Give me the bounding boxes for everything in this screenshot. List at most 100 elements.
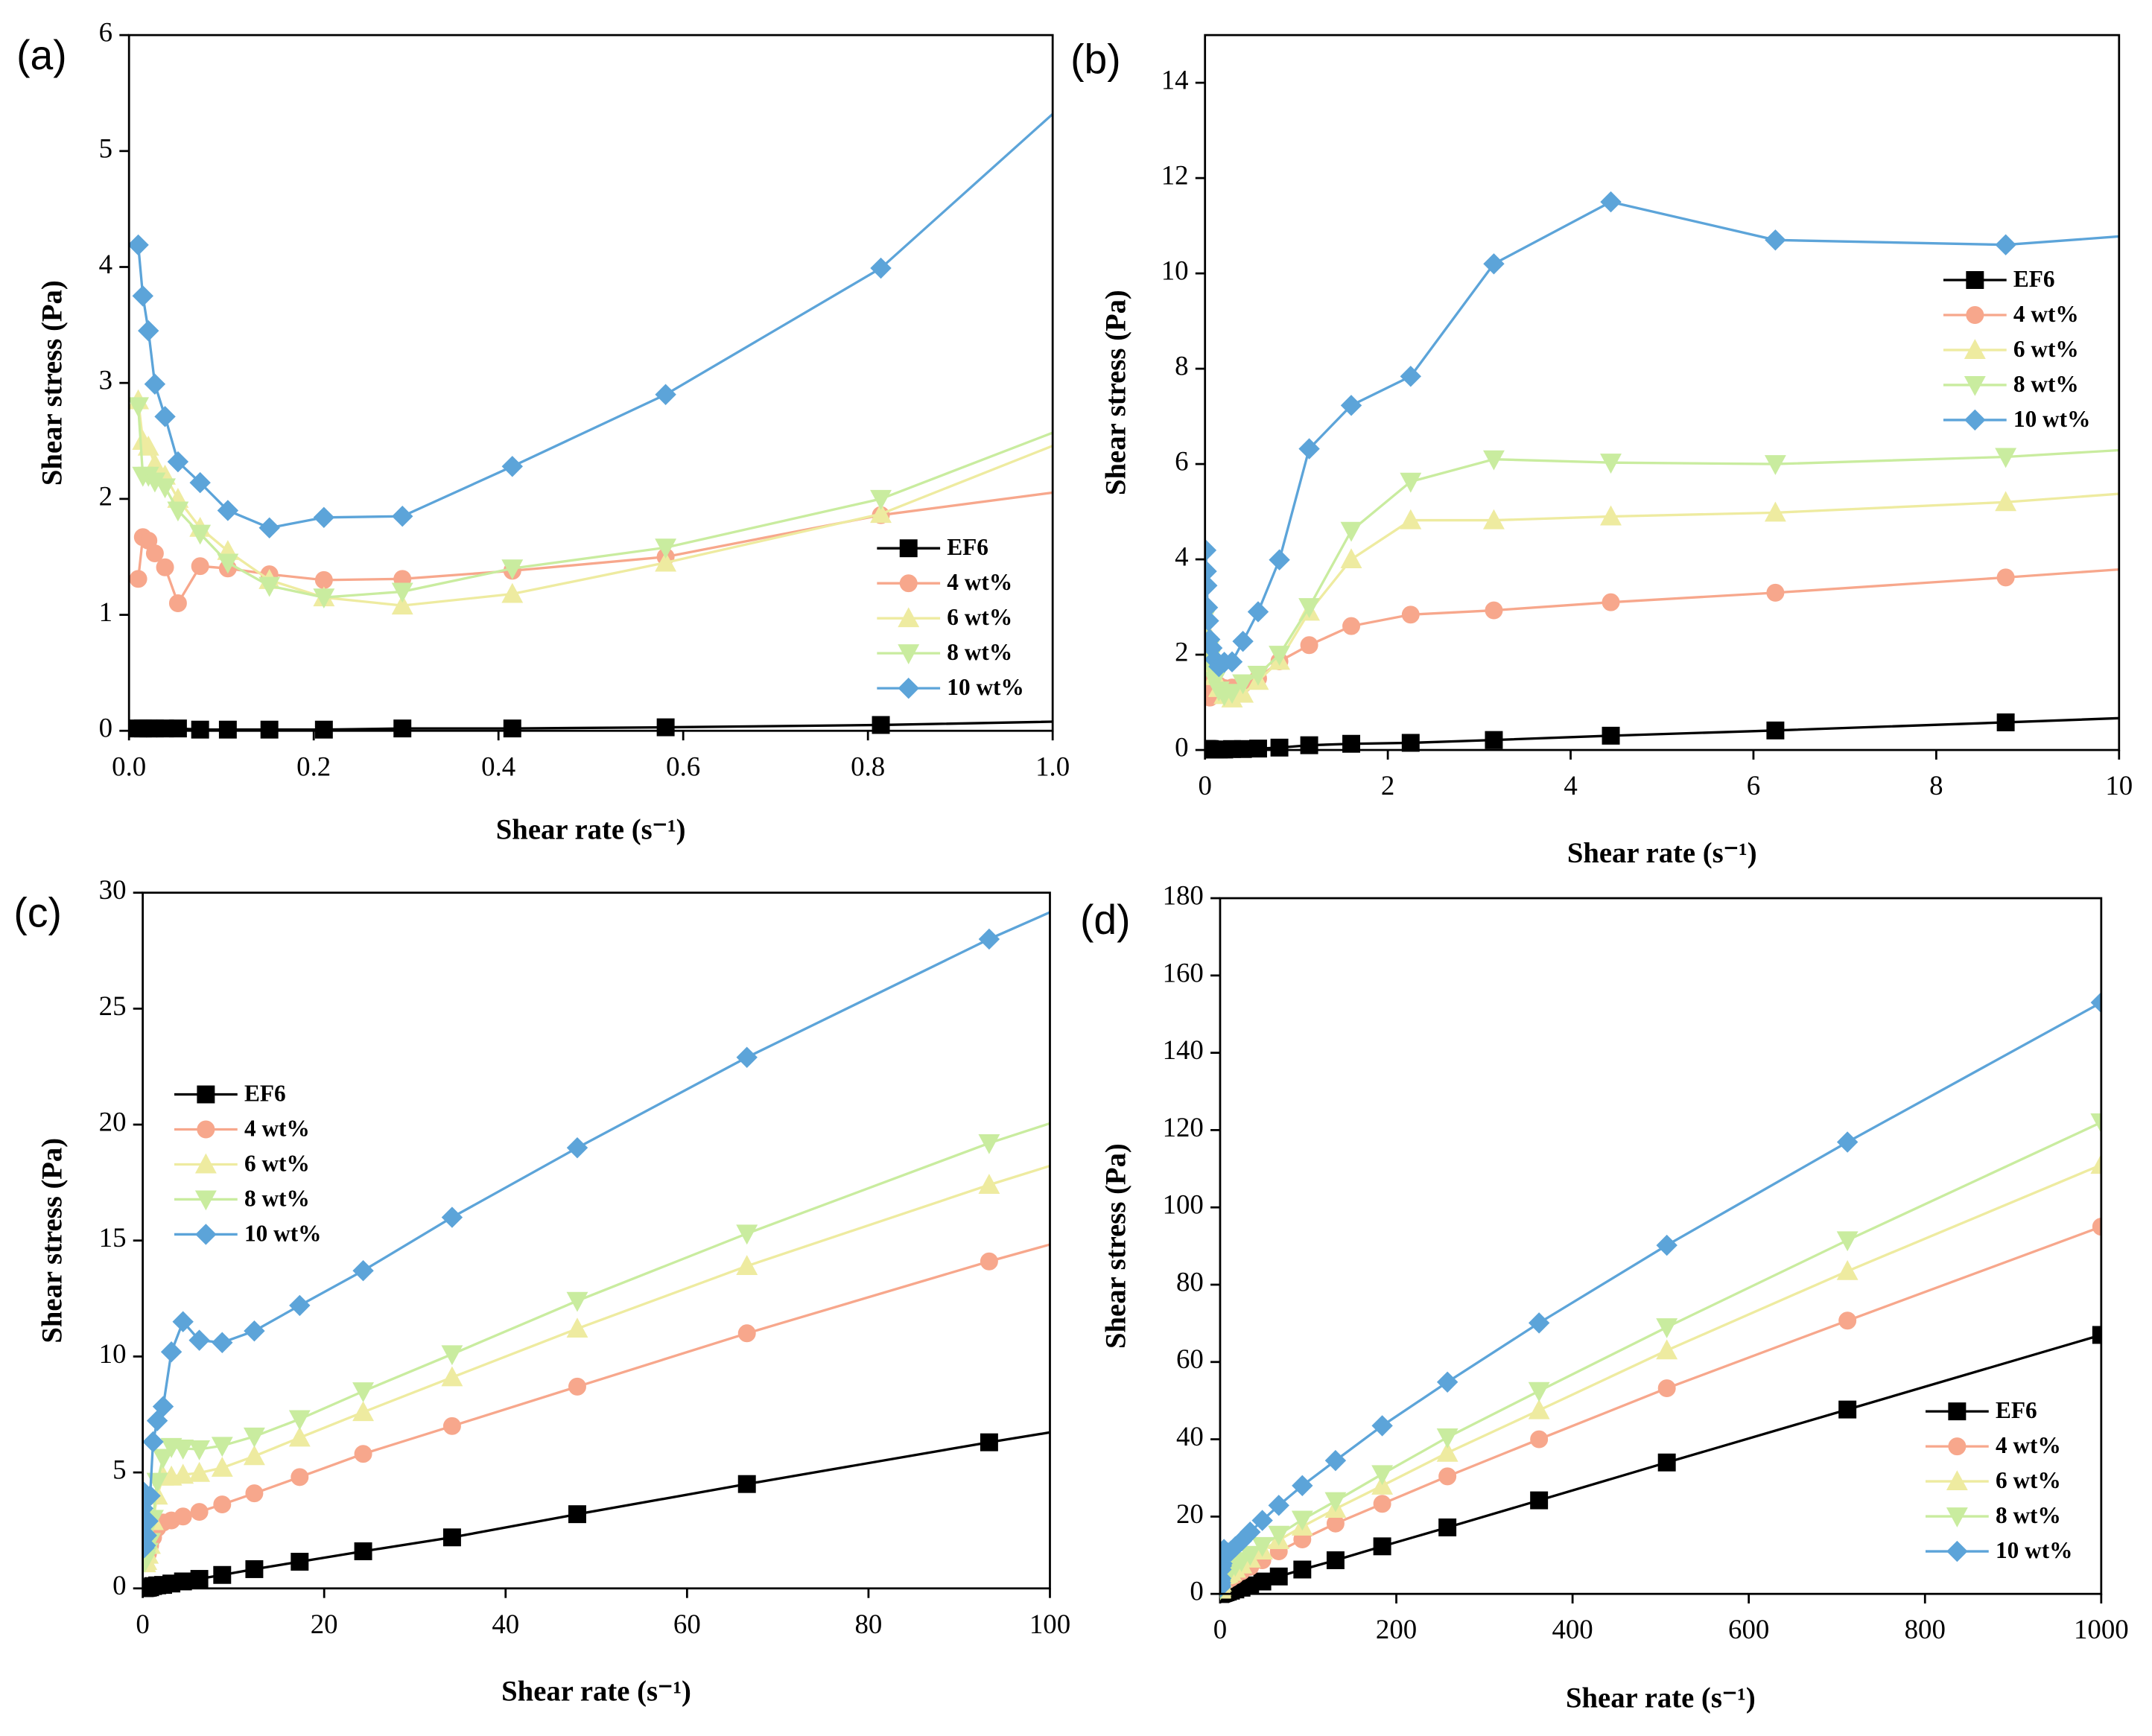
x-tick-label: 80 (855, 1609, 883, 1639)
data-point (503, 719, 521, 738)
y-axis-label: Shear stress (Pa) (37, 1138, 69, 1344)
x-tick-label: 0.6 (666, 751, 700, 781)
data-point (1400, 509, 1422, 530)
data-point (1600, 505, 1622, 526)
legend-label: EF6 (1996, 1397, 2037, 1423)
data-point (1438, 1467, 1457, 1486)
y-tick-label: 40 (1176, 1421, 1204, 1452)
data-point (1764, 455, 1786, 475)
data-point (1436, 1371, 1459, 1393)
legend-label: 8 wt% (2013, 371, 2079, 397)
legend-label: EF6 (244, 1081, 286, 1107)
legend-marker (195, 1224, 217, 1245)
data-point (137, 435, 159, 456)
plot-frame (127, 34, 1054, 732)
data-point (980, 1252, 998, 1271)
data-point (191, 557, 209, 576)
data-point (1340, 548, 1362, 569)
data-point (1340, 521, 1362, 542)
legend-marker (1948, 1437, 1967, 1456)
x-tick-label: 0 (1213, 1614, 1227, 1644)
legend-label: 4 wt% (244, 1116, 310, 1142)
data-point (656, 718, 675, 737)
data-point (1340, 395, 1362, 416)
x-tick-label: 400 (1552, 1614, 1593, 1644)
data-point (146, 1472, 168, 1493)
data-point (1293, 1560, 1312, 1579)
data-point (1342, 734, 1361, 753)
data-point (1400, 472, 1422, 493)
x-axis-label: Shear rate (s⁻¹) (1567, 838, 1757, 869)
y-tick-label: 6 (99, 17, 112, 48)
data-point (442, 1528, 461, 1547)
data-point (737, 1475, 756, 1493)
data-point (1247, 665, 1269, 686)
data-point (314, 720, 333, 739)
data-point (243, 1445, 265, 1466)
data-point (1530, 1430, 1549, 1449)
data-point (217, 500, 239, 521)
y-tick-label: 10 (99, 1338, 127, 1369)
data-point (152, 1449, 174, 1469)
y-tick-label: 15 (99, 1222, 127, 1253)
data-point (1483, 253, 1505, 275)
data-point (129, 234, 149, 256)
data-point (172, 1463, 194, 1484)
data-point (393, 719, 412, 738)
data-point (391, 582, 413, 603)
data-point (132, 285, 153, 307)
data-point (212, 1332, 233, 1353)
y-tick-label: 5 (112, 1454, 126, 1485)
data-point (1321, 1023, 1341, 1041)
data-point (160, 1341, 182, 1363)
y-tick-label: 20 (1176, 1498, 1204, 1529)
data-point (313, 588, 335, 609)
legend-label: EF6 (2013, 266, 2055, 292)
series-line (142, 1164, 1050, 1567)
legend-marker (898, 677, 919, 699)
data-point (154, 406, 176, 427)
data-point (1326, 1514, 1345, 1533)
data-point (167, 501, 189, 522)
data-point (167, 451, 189, 473)
data-point (1270, 738, 1289, 757)
data-point (501, 559, 524, 580)
data-point (501, 582, 524, 603)
data-point (190, 1503, 209, 1522)
data-point (1371, 1465, 1394, 1486)
plot-frame (1219, 897, 2103, 1595)
data-point (566, 1317, 588, 1338)
y-tick-label: 12 (1161, 160, 1189, 191)
legend-label: 8 wt% (244, 1185, 310, 1211)
data-point (352, 1382, 375, 1402)
data-point (1251, 1536, 1274, 1557)
data-point (1268, 1525, 1290, 1546)
legend-label: 10 wt% (2013, 406, 2091, 432)
legend-marker (197, 1085, 215, 1104)
data-point (172, 1311, 194, 1332)
data-point (1373, 1537, 1391, 1556)
y-tick-label: 6 (1175, 446, 1188, 477)
data-point (392, 506, 413, 527)
legend-label: 10 wt% (244, 1220, 322, 1246)
data-point (566, 1136, 588, 1159)
data-point (2090, 1154, 2101, 1174)
data-point (1401, 734, 1420, 752)
x-tick-label: 0.4 (481, 751, 515, 781)
data-point (1438, 1518, 1457, 1536)
data-point (1836, 1131, 1859, 1153)
data-point (736, 1255, 758, 1275)
data-point (1232, 674, 1254, 695)
panel-label: (d) (1080, 897, 1131, 943)
data-point (354, 1445, 372, 1463)
data-point (1436, 1441, 1459, 1462)
data-point (1602, 726, 1620, 745)
data-point (1483, 450, 1505, 471)
plot-area (142, 911, 1341, 1597)
y-axis-label: Shear stress (Pa) (1100, 290, 1131, 495)
series-line (136, 400, 1053, 607)
data-point (188, 1440, 211, 1460)
data-point (1298, 438, 1320, 460)
chart-panel: (d)Shear rate (s⁻¹)Shear stress (Pa)0 200… (1080, 880, 2129, 1714)
x-tick-label: 0.0 (112, 751, 146, 781)
